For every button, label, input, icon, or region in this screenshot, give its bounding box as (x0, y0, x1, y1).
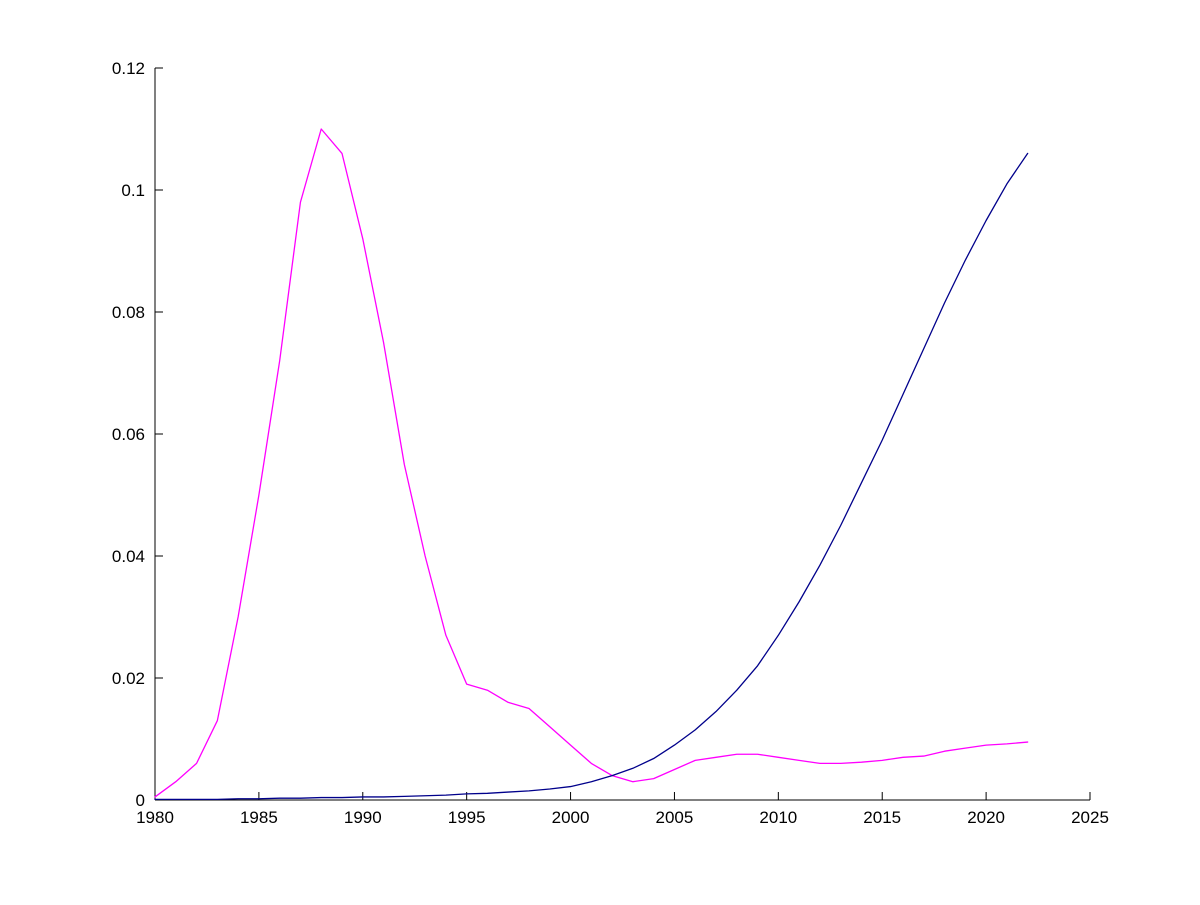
dark-blue-series-line (154, 152, 1029, 801)
y-tick-label: 0.04 (112, 547, 145, 566)
y-tick-label: 0.02 (112, 669, 145, 688)
x-tick-label: 2020 (967, 808, 1005, 827)
x-tick-label: 1985 (240, 808, 278, 827)
magenta-series-line (154, 128, 1029, 798)
x-tick-label: 2000 (552, 808, 590, 827)
x-tick-label: 1980 (136, 808, 174, 827)
x-tick-label: 2005 (656, 808, 694, 827)
y-tick-label: 0.06 (112, 425, 145, 444)
x-tick-label: 1990 (344, 808, 382, 827)
x-tick-label: 1995 (448, 808, 486, 827)
y-tick-label: 0 (136, 791, 145, 810)
y-tick-label: 0.1 (121, 181, 145, 200)
y-tick-label: 0.08 (112, 303, 145, 322)
x-tick-label: 2010 (759, 808, 797, 827)
x-tick-label: 2025 (1071, 808, 1109, 827)
y-tick-label: 0.12 (112, 59, 145, 78)
x-tick-label: 2015 (863, 808, 901, 827)
